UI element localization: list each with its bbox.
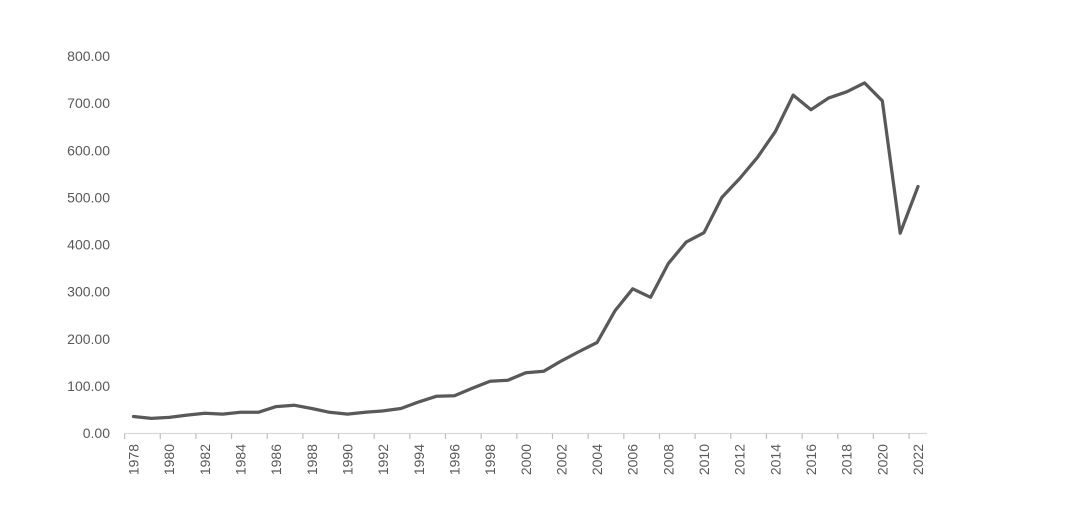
y-axis-label: 200.00 bbox=[67, 331, 110, 347]
x-axis-label: 2020 bbox=[874, 444, 890, 475]
x-axis-label: 2018 bbox=[839, 444, 855, 475]
x-axis-label: 2022 bbox=[910, 444, 926, 475]
x-axis-label: 1986 bbox=[268, 444, 284, 475]
y-axis-label: 600.00 bbox=[67, 142, 110, 158]
y-axis-label: 400.00 bbox=[67, 237, 110, 253]
x-axis-label: 1982 bbox=[197, 444, 213, 475]
y-axis-label: 300.00 bbox=[67, 284, 110, 300]
y-axis-label: 0.00 bbox=[83, 425, 110, 441]
x-axis-label: 2006 bbox=[625, 444, 641, 475]
y-axis-label: 100.00 bbox=[67, 378, 110, 394]
x-axis-label: 1994 bbox=[411, 444, 427, 475]
x-axis-label: 1996 bbox=[446, 444, 462, 475]
x-axis-label: 2004 bbox=[589, 444, 605, 475]
x-axis-label: 1980 bbox=[161, 444, 177, 475]
x-axis-label: 1978 bbox=[126, 444, 142, 475]
x-axis-label: 2014 bbox=[767, 444, 783, 475]
x-axis-label: 2002 bbox=[553, 444, 569, 475]
x-axis-label: 2016 bbox=[803, 444, 819, 475]
y-axis-label: 700.00 bbox=[67, 95, 110, 111]
data-line-series-1 bbox=[131, 81, 920, 421]
y-axis-label: 800.00 bbox=[67, 48, 110, 64]
x-axis-label: 2012 bbox=[732, 444, 748, 475]
x-axis-label: 2010 bbox=[696, 444, 712, 475]
x-axis-label: 1990 bbox=[339, 444, 355, 475]
x-axis-label: 1988 bbox=[304, 444, 320, 475]
x-axis-label: 2008 bbox=[660, 444, 676, 475]
y-axis-label: 500.00 bbox=[67, 189, 110, 205]
x-axis-label: 2000 bbox=[518, 444, 534, 475]
x-axis-label: 1992 bbox=[375, 444, 391, 475]
x-axis-label: 1998 bbox=[482, 444, 498, 475]
x-axis-label: 1984 bbox=[232, 444, 248, 475]
